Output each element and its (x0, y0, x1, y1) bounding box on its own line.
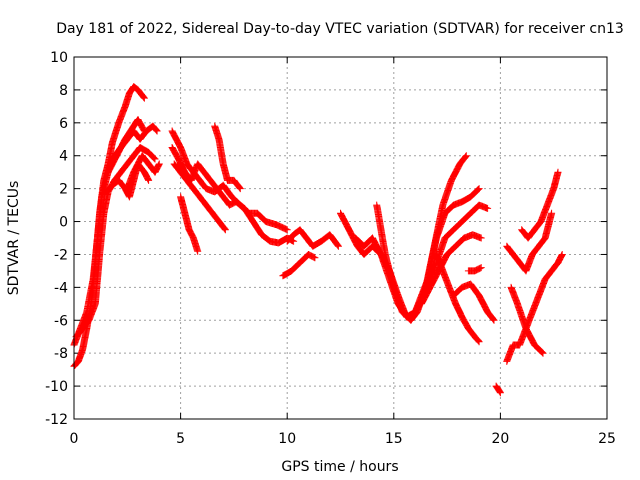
x-tick-label: 20 (491, 431, 509, 447)
y-tick-label: 8 (59, 83, 68, 99)
plus-markers (279, 251, 319, 280)
y-tick-label: -12 (45, 412, 68, 428)
plus-markers (211, 122, 244, 193)
series-arc-23 (518, 168, 562, 242)
plus-markers (123, 152, 163, 193)
y-tick-label: 10 (50, 50, 68, 66)
series-arc-20 (492, 382, 504, 397)
y-tick-label: -6 (54, 313, 68, 329)
x-tick-label: 25 (598, 431, 616, 447)
plus-markers (507, 283, 547, 357)
series-arc-12 (283, 226, 342, 250)
plus-markers (168, 144, 298, 247)
y-tick-label: 0 (59, 215, 68, 231)
x-tick-label: 5 (176, 431, 185, 447)
series-arc-22 (503, 209, 556, 275)
y-tick-label: 2 (59, 182, 68, 198)
axis-ticks: 0 5 10 15 20 25 -12 -10 -8 -6 -4 -2 0 2 4 6 8 10 (45, 50, 616, 447)
plus-markers (450, 280, 498, 324)
plus-markers (464, 264, 485, 275)
x-tick-label: 10 (278, 431, 296, 447)
series-arc-25 (464, 264, 485, 275)
y-tick-label: -10 (45, 379, 68, 395)
series-arc-5 (104, 122, 161, 176)
plus-markers (104, 122, 161, 176)
x-tick-label: 0 (70, 431, 79, 447)
plus-markers (492, 382, 504, 397)
y-tick-label: 6 (59, 116, 68, 132)
plus-markers (283, 226, 342, 250)
plus-markers (177, 193, 202, 255)
x-axis-label: GPS time / hours (281, 459, 398, 475)
y-tick-label: -8 (54, 346, 68, 362)
y-axis-label: SDTVAR / TECUs (6, 181, 22, 296)
series-arc-6 (123, 152, 163, 193)
series-arc-9 (170, 160, 229, 234)
plus-markers (503, 209, 556, 275)
series-arc-8 (168, 144, 298, 247)
series-arc-13 (279, 251, 319, 280)
chart-title: Day 181 of 2022, Sidereal Day-to-day VTE… (56, 21, 624, 37)
series-arc-19 (450, 280, 498, 324)
series-arc-11 (211, 122, 244, 193)
y-tick-label: -2 (54, 247, 68, 263)
plus-markers (518, 168, 562, 242)
plus-markers (170, 160, 229, 234)
y-tick-label: -4 (54, 280, 68, 296)
plot-frame (73, 56, 608, 420)
x-tick-label: 15 (385, 431, 403, 447)
y-tick-label: 4 (59, 149, 68, 165)
series-arc-24 (507, 283, 547, 357)
series-arc-10 (177, 193, 202, 255)
